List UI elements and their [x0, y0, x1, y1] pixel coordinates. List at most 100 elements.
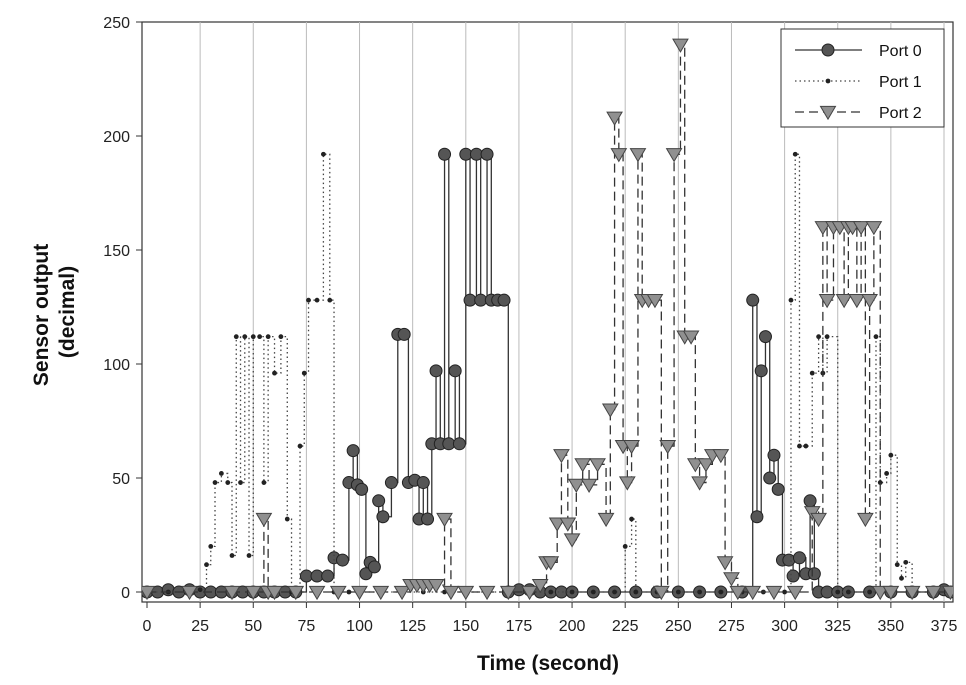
series-0-point-73: [771, 482, 785, 496]
series-0-point-70: [758, 330, 772, 344]
series-2-point-66: [818, 294, 836, 309]
series-2-point-80: [924, 585, 942, 601]
legend-box: [780, 28, 945, 128]
series-0-point-23: [355, 482, 369, 496]
series-2-point-12: [393, 585, 411, 601]
series-2-point-69: [835, 294, 853, 309]
series-2-point-48: [665, 148, 683, 163]
series-1-point-20: [284, 516, 290, 522]
series-2-point-46: [652, 585, 670, 601]
x-tick-label-7: 175: [506, 618, 533, 635]
series-2-point-78: [882, 585, 900, 601]
series-1-point-41: [590, 589, 596, 595]
series-1-point-54: [792, 151, 798, 157]
series-2-point-24: [531, 579, 549, 594]
series-1-point-70: [903, 559, 909, 565]
y-tick-label-0: 0: [121, 585, 130, 602]
series-2-point-30: [563, 533, 581, 548]
series-0-point-51: [497, 293, 511, 307]
series-2-point-42: [629, 148, 647, 163]
series-1-point-25: [314, 297, 320, 303]
series-2-point-76: [865, 221, 883, 236]
series-0-point-76: [786, 569, 800, 583]
series-1-point-16: [261, 480, 267, 485]
series-0-point-43: [452, 437, 466, 451]
series-1-point-45: [633, 589, 639, 595]
series-0-point-68: [750, 510, 764, 524]
series-2-point-2: [223, 585, 241, 601]
series-2-point-31: [567, 478, 585, 493]
series-2-point-53: [691, 476, 708, 491]
series-0-point-69: [754, 364, 768, 378]
series-2-point-62: [786, 585, 804, 601]
series-2-point-73: [852, 221, 870, 236]
series-2-point-22: [499, 585, 517, 601]
series-2-point-18: [436, 512, 453, 528]
series-1-point-55: [797, 443, 802, 449]
x-tick-label-3: 75: [298, 618, 316, 635]
series-1-point-67: [888, 452, 894, 458]
series-2-point-57: [716, 556, 734, 571]
series-2-point-65: [814, 221, 832, 236]
series-0-point-80: [807, 567, 821, 581]
series-2-point-79: [903, 585, 921, 601]
series-0-point-29: [384, 476, 398, 490]
series-1-point-23: [301, 370, 307, 376]
series-2-point-0: [142, 585, 156, 601]
x-tick-label-13: 325: [824, 618, 851, 635]
series-0-point-40: [438, 147, 452, 161]
series-2-point-26: [542, 556, 560, 571]
series-2-point-75: [861, 294, 878, 309]
series-1-point-56: [803, 443, 809, 449]
series-1-point-57: [809, 370, 815, 376]
series-1-point-4: [204, 562, 209, 568]
x-axis-ticks: 0 25 50 75 100 125 150 175 200 225 250 275 300 325 350…: [143, 602, 958, 635]
series-1-point-5: [208, 544, 214, 549]
series-2-point-29: [559, 517, 577, 532]
series-0-point-26: [367, 560, 381, 574]
series-2-point-34: [589, 458, 606, 473]
series-0-point-75: [782, 553, 796, 567]
series-1-point-53: [788, 297, 794, 303]
series-2-point-40: [618, 476, 636, 491]
x-tick-label-15: 375: [931, 618, 958, 635]
series-1-point-26: [321, 151, 326, 157]
series-2-point-3: [244, 585, 262, 601]
series-1-point-10: [233, 334, 239, 340]
series-2-point-72: [848, 294, 866, 309]
series-2-point-8: [308, 585, 326, 601]
series-2-point-6: [266, 585, 283, 601]
series-1-point-52: [782, 589, 787, 595]
series-0-point-67: [746, 293, 760, 307]
y-axis-ticks: 0 50 100 150 200 250: [103, 15, 142, 602]
series-2-point-32: [574, 458, 592, 473]
series-1-point-63: [867, 589, 873, 595]
series-0-point-79: [803, 494, 817, 508]
series-1-point-18: [272, 370, 277, 376]
series-1-point-8: [225, 480, 231, 485]
series-2-point-11: [372, 585, 390, 601]
series-1-point-15: [257, 334, 263, 340]
series-2-point-81: [942, 585, 953, 601]
series-1-point-58: [816, 334, 822, 340]
series-2-point-38: [610, 148, 628, 163]
series-0-point-72: [767, 448, 781, 462]
series-2-point-37: [606, 111, 623, 126]
series-1-point-40: [569, 589, 575, 595]
series-1-point-60: [824, 334, 830, 340]
series-1-point-61: [835, 589, 841, 595]
series-1-point-22: [297, 443, 303, 449]
series-1-point-3: [197, 587, 203, 593]
x-tick-label-12: 300: [771, 618, 798, 635]
series-2-point-17: [427, 579, 445, 594]
series-0-point-42: [448, 364, 462, 378]
series-2-point-35: [597, 512, 615, 528]
series-2-point-19: [442, 585, 460, 601]
series-0-point-19: [336, 553, 350, 567]
series-2-point-23: [521, 585, 538, 601]
series-2-point-10: [351, 585, 368, 601]
series-2-point-54: [697, 458, 715, 473]
series-2-point-64: [810, 512, 827, 528]
series-0-point-38: [429, 364, 443, 378]
